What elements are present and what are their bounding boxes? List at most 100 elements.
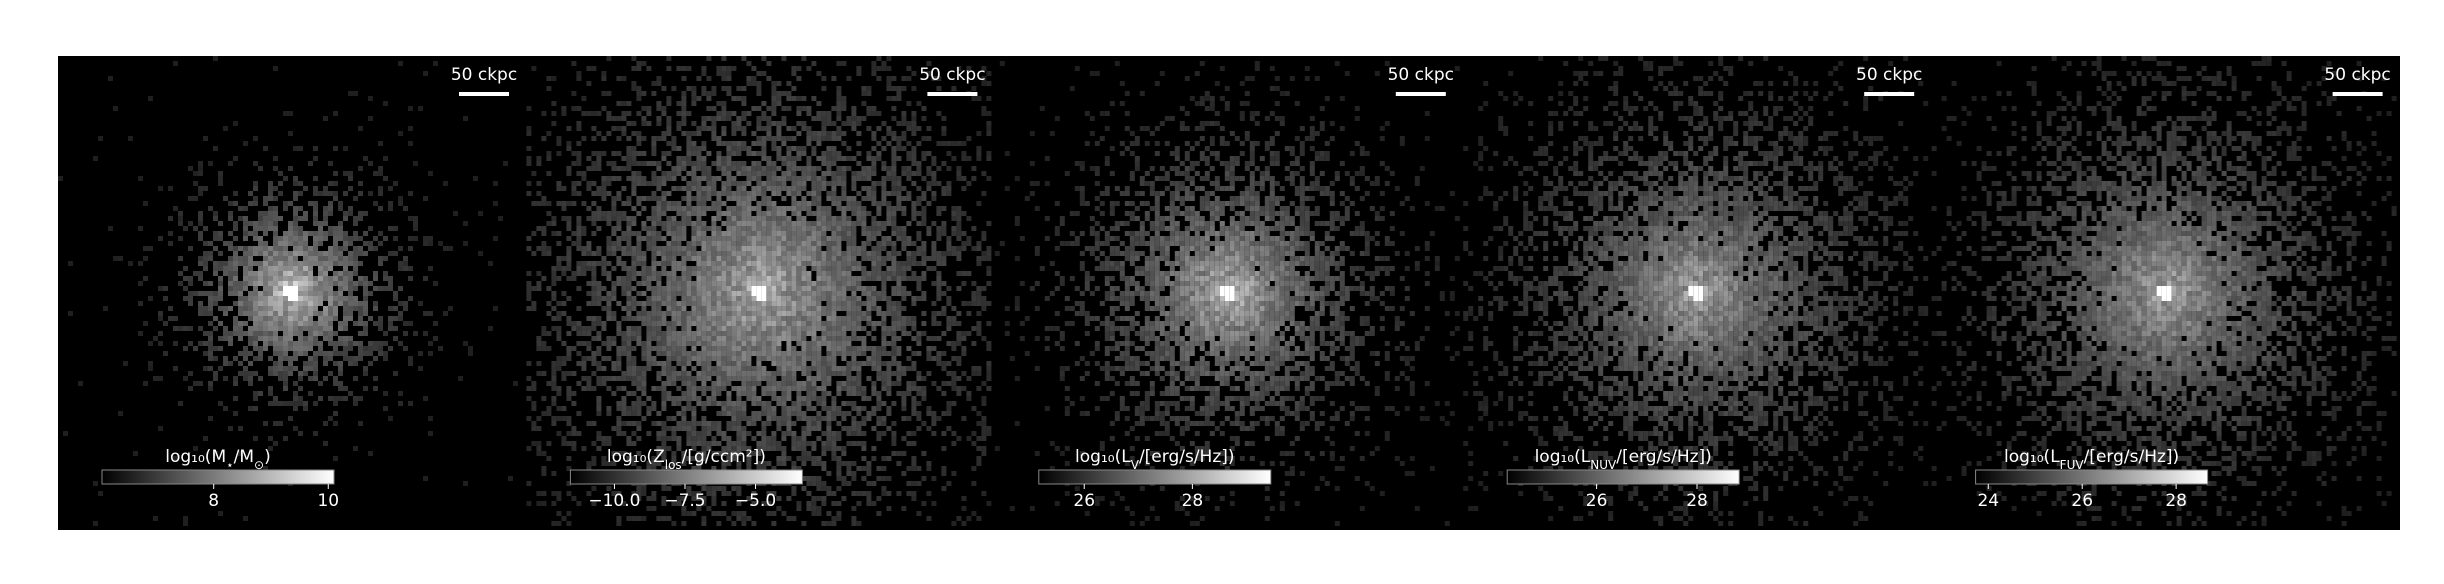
- pixel: [218, 281, 223, 286]
- pixel: [941, 186, 947, 191]
- pixel: [921, 386, 927, 391]
- pixel: [846, 326, 852, 331]
- pixel: [706, 206, 712, 211]
- pixel: [921, 246, 927, 251]
- pixel: [796, 306, 802, 311]
- pixel: [656, 351, 662, 356]
- pixel: [876, 296, 882, 301]
- pixel: [641, 61, 647, 66]
- pixel: [881, 166, 887, 171]
- pixel: [881, 381, 887, 386]
- pixel: [661, 191, 667, 196]
- pixel: [906, 156, 912, 161]
- pixel: [791, 171, 797, 176]
- pixel: [696, 286, 702, 291]
- pixel: [856, 311, 862, 316]
- pixel: [586, 266, 592, 271]
- pixel: [826, 171, 832, 176]
- pixel: [283, 386, 288, 391]
- pixel: [228, 231, 233, 236]
- pixel: [756, 221, 762, 226]
- pixel: [881, 261, 887, 266]
- pixel: [248, 306, 253, 311]
- pixel: [288, 291, 293, 296]
- pixel: [836, 261, 842, 266]
- pixel: [203, 261, 208, 266]
- pixel: [586, 346, 592, 351]
- pixel: [781, 331, 787, 336]
- pixel: [293, 321, 298, 326]
- pixel: [841, 181, 847, 186]
- pixel: [606, 131, 612, 136]
- pixel: [273, 396, 278, 401]
- pixel: [746, 331, 752, 336]
- pixel: [228, 341, 233, 346]
- pixel: [921, 311, 927, 316]
- pixel: [243, 251, 248, 256]
- pixel: [338, 396, 343, 401]
- pixel: [956, 271, 962, 276]
- pixel: [343, 231, 348, 236]
- pixel: [198, 276, 203, 281]
- pixel: [671, 136, 677, 141]
- pixel: [751, 341, 757, 346]
- pixel: [731, 366, 737, 371]
- pixel: [681, 176, 687, 181]
- pixel: [323, 261, 328, 266]
- pixel: [786, 81, 792, 86]
- pixel: [621, 351, 627, 356]
- pixel: [368, 361, 373, 366]
- pixel: [551, 326, 557, 331]
- pixel: [646, 121, 652, 126]
- pixel: [851, 126, 857, 131]
- pixel: [641, 116, 647, 121]
- pixel: [756, 416, 762, 421]
- pixel: [303, 281, 308, 286]
- pixel: [871, 286, 877, 291]
- pixel: [661, 206, 667, 211]
- pixel: [711, 276, 717, 281]
- pixel: [666, 291, 672, 296]
- pixel: [931, 411, 937, 416]
- pixel: [876, 401, 882, 406]
- pixel: [761, 256, 767, 261]
- pixel: [841, 416, 847, 421]
- pixel: [791, 196, 797, 201]
- pixel: [561, 266, 567, 271]
- pixel: [566, 146, 572, 151]
- pixel: [636, 271, 642, 276]
- pixel: [621, 131, 627, 136]
- pixel: [766, 356, 772, 361]
- pixel: [906, 176, 912, 181]
- pixel: [761, 201, 767, 206]
- pixel: [766, 286, 772, 291]
- pixel: [916, 386, 922, 391]
- pixel: [711, 286, 717, 291]
- pixel: [636, 386, 642, 391]
- pixel: [976, 311, 982, 316]
- pixel: [926, 136, 932, 141]
- pixel: [413, 226, 418, 231]
- pixel: [586, 316, 592, 321]
- pixel: [856, 151, 862, 156]
- pixel: [726, 246, 732, 251]
- pixel: [916, 251, 922, 256]
- pixel: [293, 281, 298, 286]
- pixel: [771, 146, 777, 151]
- pixel: [676, 341, 682, 346]
- pixel: [283, 381, 288, 386]
- pixel: [721, 331, 727, 336]
- pixel: [766, 306, 772, 311]
- pixel: [831, 331, 837, 336]
- pixel: [806, 271, 812, 276]
- pixel: [776, 276, 782, 281]
- pixel: [811, 341, 817, 346]
- pixel: [666, 336, 672, 341]
- pixel: [576, 226, 582, 231]
- pixel: [248, 246, 253, 251]
- pixel: [696, 146, 702, 151]
- pixel: [781, 301, 787, 306]
- pixel: [756, 376, 762, 381]
- pixel: [203, 226, 208, 231]
- pixel: [213, 216, 218, 221]
